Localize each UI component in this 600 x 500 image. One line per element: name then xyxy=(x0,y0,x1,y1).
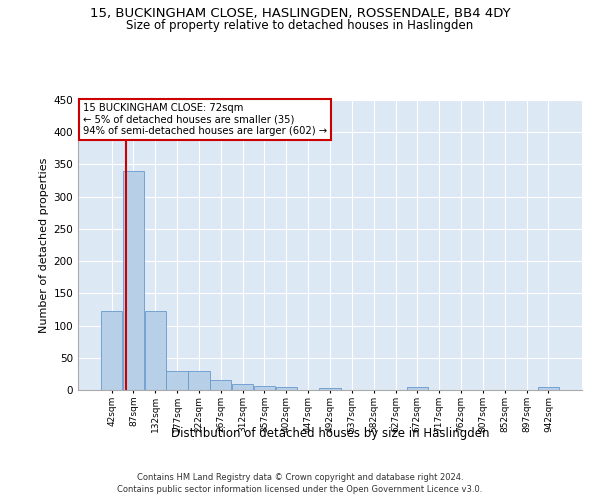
Text: 15 BUCKINGHAM CLOSE: 72sqm
← 5% of detached houses are smaller (35)
94% of semi-: 15 BUCKINGHAM CLOSE: 72sqm ← 5% of detac… xyxy=(83,103,327,136)
Bar xyxy=(123,171,144,390)
Bar xyxy=(101,312,122,390)
Bar xyxy=(145,312,166,390)
Bar xyxy=(188,370,209,390)
Bar xyxy=(232,384,253,390)
Bar xyxy=(319,388,341,390)
Bar xyxy=(275,388,297,390)
Text: 15, BUCKINGHAM CLOSE, HASLINGDEN, ROSSENDALE, BB4 4DY: 15, BUCKINGHAM CLOSE, HASLINGDEN, ROSSEN… xyxy=(89,8,511,20)
Bar xyxy=(166,370,188,390)
Bar xyxy=(210,380,232,390)
Bar xyxy=(254,386,275,390)
Text: Contains public sector information licensed under the Open Government Licence v3: Contains public sector information licen… xyxy=(118,485,482,494)
Bar xyxy=(407,387,428,390)
Text: Contains HM Land Registry data © Crown copyright and database right 2024.: Contains HM Land Registry data © Crown c… xyxy=(137,472,463,482)
Text: Size of property relative to detached houses in Haslingden: Size of property relative to detached ho… xyxy=(127,19,473,32)
Bar xyxy=(538,388,559,390)
Y-axis label: Number of detached properties: Number of detached properties xyxy=(39,158,49,332)
Text: Distribution of detached houses by size in Haslingden: Distribution of detached houses by size … xyxy=(171,428,489,440)
